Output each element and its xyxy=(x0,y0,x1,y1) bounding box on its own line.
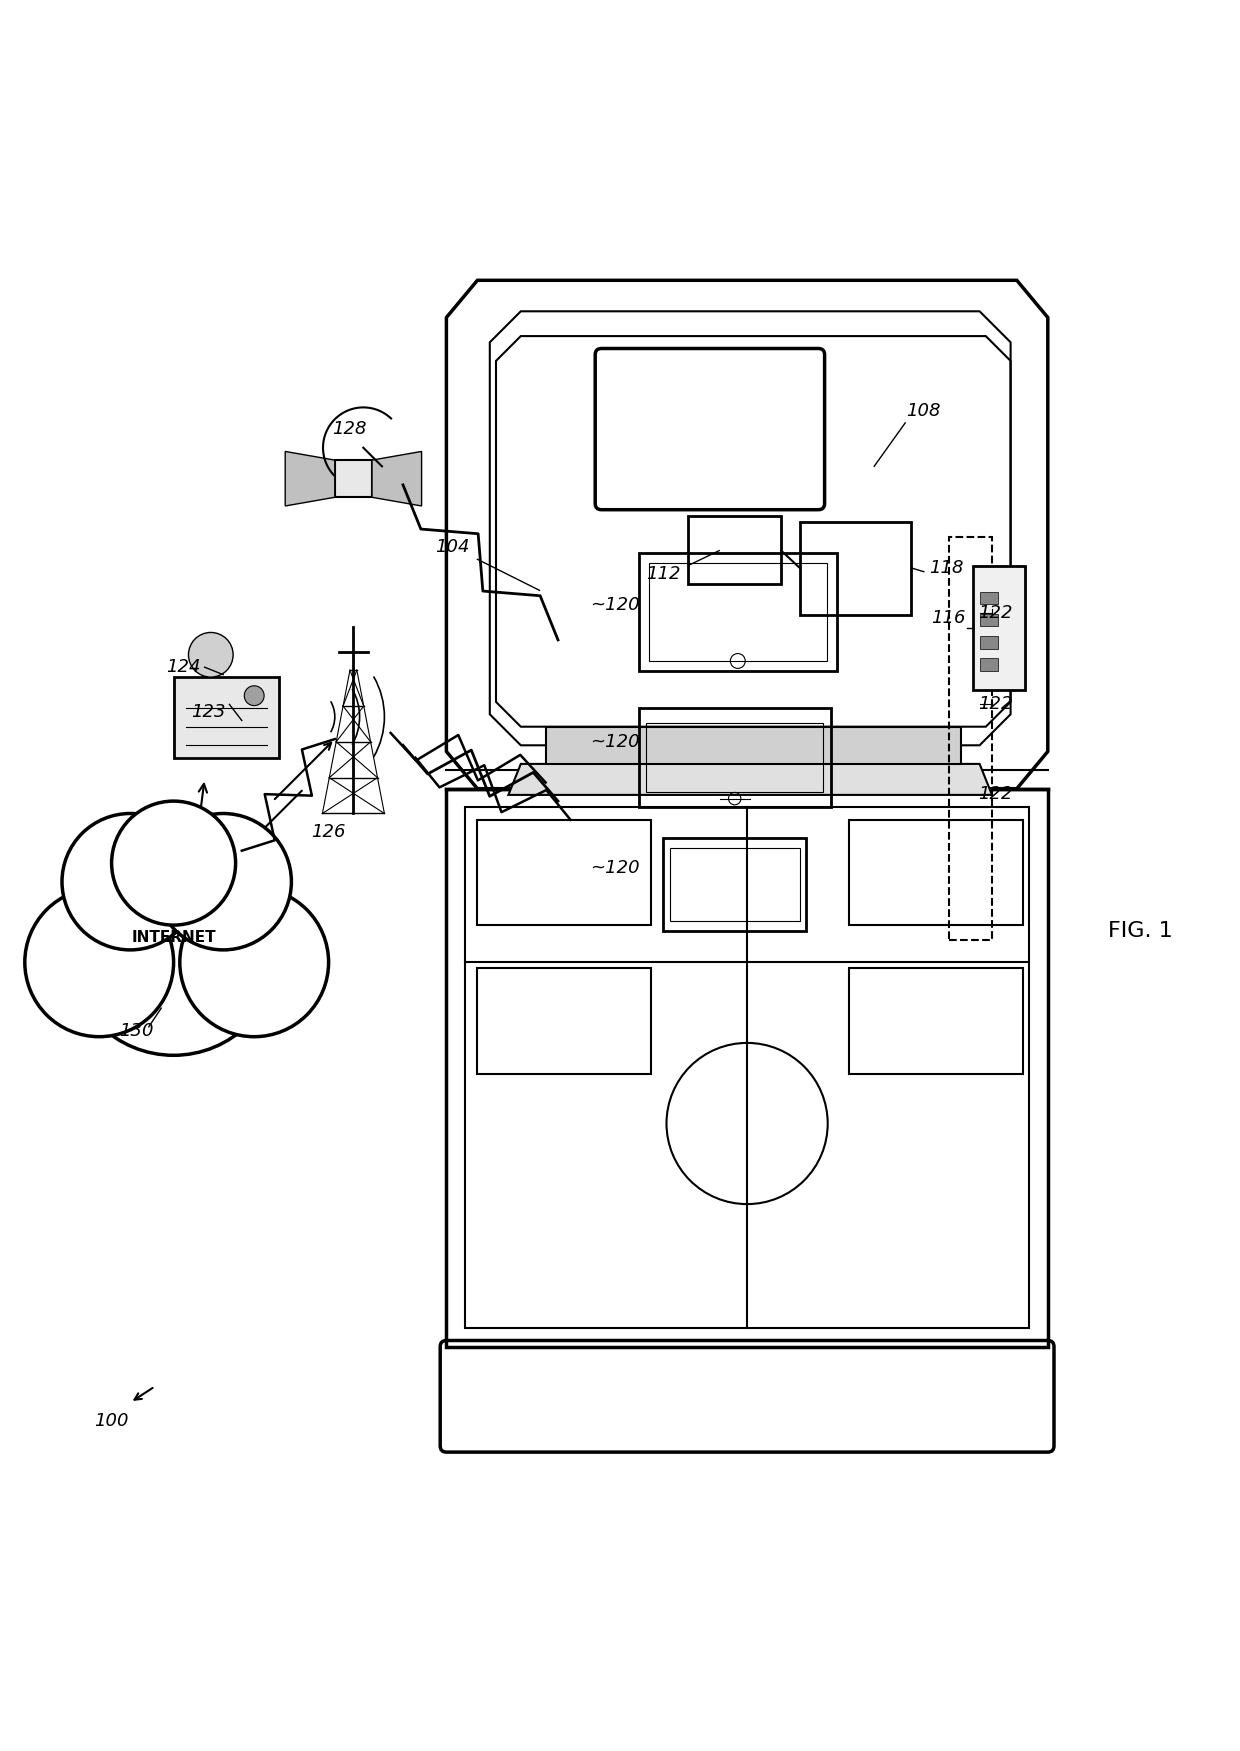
Bar xyxy=(973,566,1025,690)
Text: 128: 128 xyxy=(332,420,367,438)
Polygon shape xyxy=(372,452,422,506)
Bar xyxy=(639,553,837,671)
Bar xyxy=(688,517,781,585)
Bar xyxy=(949,538,992,940)
Bar xyxy=(670,847,800,921)
Bar xyxy=(174,678,279,758)
Text: 123: 123 xyxy=(191,702,226,721)
Bar xyxy=(335,461,372,497)
Text: INTERNET: INTERNET xyxy=(131,930,216,946)
Circle shape xyxy=(155,814,291,949)
Bar xyxy=(477,968,651,1073)
Circle shape xyxy=(244,686,264,706)
Text: ~120: ~120 xyxy=(590,732,640,751)
Bar xyxy=(639,707,831,807)
Text: 122: 122 xyxy=(978,695,1013,713)
Bar xyxy=(980,658,998,671)
Circle shape xyxy=(62,814,198,949)
Text: 100: 100 xyxy=(94,1411,129,1431)
Text: 124: 124 xyxy=(166,658,201,676)
Bar xyxy=(649,564,827,660)
Bar xyxy=(980,615,998,627)
Bar xyxy=(663,839,806,932)
Text: 130: 130 xyxy=(119,1021,154,1040)
Circle shape xyxy=(68,844,279,1056)
Bar xyxy=(980,636,998,648)
Polygon shape xyxy=(285,452,335,506)
Text: 122: 122 xyxy=(978,784,1013,802)
Bar xyxy=(980,592,998,604)
Polygon shape xyxy=(546,727,961,763)
Text: 108: 108 xyxy=(906,401,941,420)
Circle shape xyxy=(188,632,233,678)
Circle shape xyxy=(112,802,236,925)
Text: FIG. 1: FIG. 1 xyxy=(1109,921,1173,942)
Text: 126: 126 xyxy=(311,823,346,840)
Circle shape xyxy=(180,888,329,1037)
Polygon shape xyxy=(508,763,992,795)
Bar xyxy=(800,522,911,615)
Bar xyxy=(646,723,823,793)
Text: 118: 118 xyxy=(929,559,963,578)
Text: 116: 116 xyxy=(931,609,966,627)
Bar xyxy=(849,819,1023,925)
Text: 112: 112 xyxy=(646,566,681,583)
Text: ~120: ~120 xyxy=(590,860,640,877)
Text: 104: 104 xyxy=(435,538,470,555)
Bar xyxy=(849,968,1023,1073)
Text: 122: 122 xyxy=(978,604,1013,622)
Text: ~120: ~120 xyxy=(590,595,640,615)
Bar xyxy=(477,819,651,925)
Circle shape xyxy=(25,888,174,1037)
